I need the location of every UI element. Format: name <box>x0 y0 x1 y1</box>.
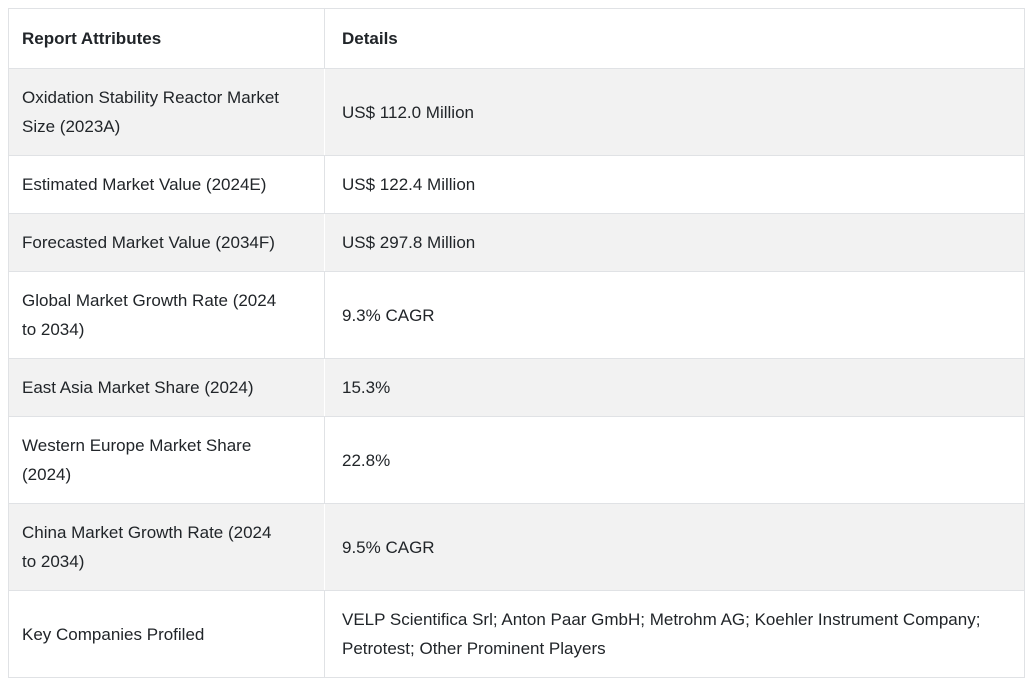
detail-cell: US$ 112.0 Million <box>324 68 1025 156</box>
header-row: Report Attributes Details <box>8 8 1025 69</box>
table-body: Oxidation Stability Reactor Market Size … <box>8 68 1025 678</box>
attribute-cell: East Asia Market Share (2024) <box>8 358 325 417</box>
detail-cell: 9.3% CAGR <box>324 271 1025 359</box>
table-row: East Asia Market Share (2024) 15.3% <box>8 358 1025 417</box>
detail-cell: US$ 122.4 Million <box>324 155 1025 214</box>
report-attributes-table: Report Attributes Details Oxidation Stab… <box>8 8 1025 678</box>
detail-cell: US$ 297.8 Million <box>324 213 1025 272</box>
detail-cell: 9.5% CAGR <box>324 503 1025 591</box>
attribute-cell: China Market Growth Rate (2024 to 2034) <box>8 503 325 591</box>
detail-cell: VELP Scientifica Srl; Anton Paar GmbH; M… <box>324 590 1025 678</box>
attribute-cell: Global Market Growth Rate (2024 to 2034) <box>8 271 325 359</box>
attribute-cell: Oxidation Stability Reactor Market Size … <box>8 68 325 156</box>
attribute-cell: Western Europe Market Share (2024) <box>8 416 325 504</box>
attribute-cell: Key Companies Profiled <box>8 590 325 678</box>
table-row: Estimated Market Value (2024E) US$ 122.4… <box>8 155 1025 214</box>
table-row: China Market Growth Rate (2024 to 2034) … <box>8 503 1025 591</box>
column-header-details: Details <box>324 8 1025 69</box>
table-row: Western Europe Market Share (2024) 22.8% <box>8 416 1025 504</box>
table-header: Report Attributes Details <box>8 8 1025 69</box>
attribute-cell: Estimated Market Value (2024E) <box>8 155 325 214</box>
table-row: Global Market Growth Rate (2024 to 2034)… <box>8 271 1025 359</box>
table-row: Forecasted Market Value (2034F) US$ 297.… <box>8 213 1025 272</box>
table-row: Key Companies Profiled VELP Scientifica … <box>8 590 1025 678</box>
detail-cell: 15.3% <box>324 358 1025 417</box>
attribute-cell: Forecasted Market Value (2034F) <box>8 213 325 272</box>
detail-cell: 22.8% <box>324 416 1025 504</box>
column-header-report-attributes: Report Attributes <box>8 8 325 69</box>
table-row: Oxidation Stability Reactor Market Size … <box>8 68 1025 156</box>
